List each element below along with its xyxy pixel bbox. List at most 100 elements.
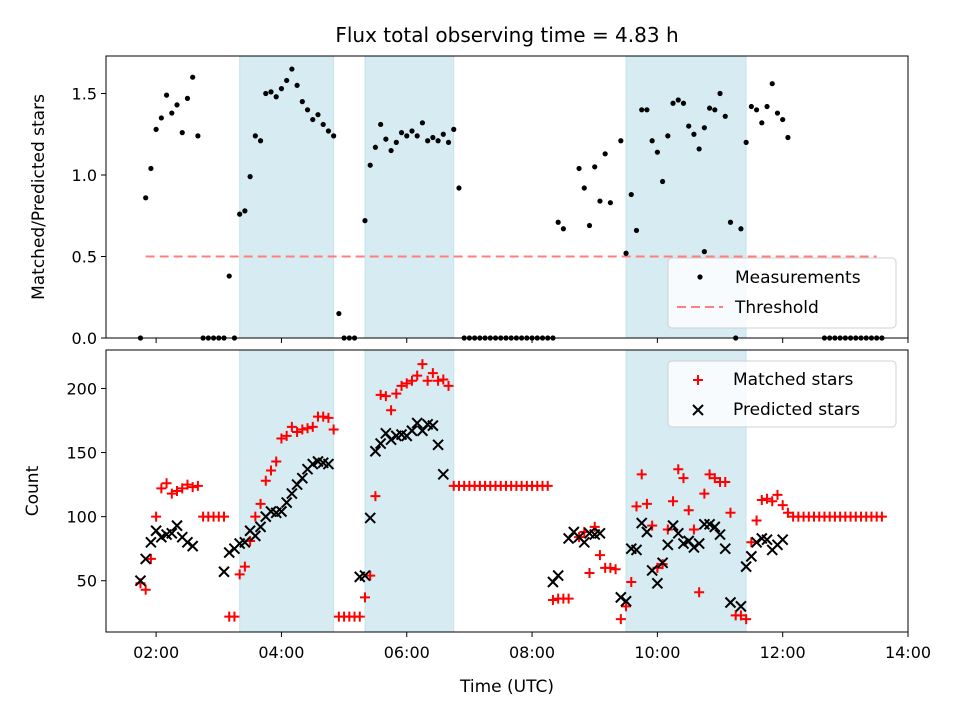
- measurement-point: [534, 335, 540, 341]
- measurement-point: [472, 335, 478, 341]
- matched-star-point: [354, 611, 365, 622]
- measurement-point: [325, 128, 332, 134]
- predicted-star-point: [709, 521, 721, 533]
- measurement-point: [398, 130, 405, 136]
- measurement-point: [701, 249, 707, 255]
- matched-star-point: [668, 496, 679, 507]
- measurement-point: [456, 185, 462, 191]
- measurement-point: [592, 164, 598, 170]
- measurement-point: [680, 100, 687, 106]
- measurement-point: [205, 335, 211, 341]
- measurement-point: [195, 133, 201, 139]
- measurement-point: [273, 94, 279, 100]
- matched-star-point: [709, 473, 720, 484]
- x-tick-label: 04:00: [258, 643, 304, 662]
- legend-predicted-label: Predicted stars: [733, 400, 860, 420]
- measurement-point: [644, 107, 650, 113]
- measurement-point: [717, 90, 723, 97]
- measurement-point: [659, 178, 666, 185]
- top-y-tick-label: 1.5: [72, 84, 97, 103]
- measurement-point: [701, 125, 707, 131]
- predicted-star-point: [672, 527, 684, 540]
- matched-star-point: [140, 584, 151, 595]
- predicted-star-point: [594, 527, 606, 540]
- measurement-point: [759, 120, 765, 126]
- predicted-star-point: [374, 437, 387, 450]
- bottom-shaded-interval: [239, 349, 335, 633]
- top-y-axis-label: Matched/Predicted stars: [29, 94, 49, 300]
- matched-star-point: [782, 507, 793, 518]
- measurement-point: [686, 123, 692, 129]
- measurement-point: [247, 174, 253, 180]
- measurement-point: [299, 99, 305, 105]
- matched-star-point: [427, 368, 438, 379]
- matched-star-point: [605, 562, 616, 573]
- measurement-point: [832, 335, 838, 341]
- bottom-y-tick-label: 50: [77, 572, 97, 591]
- measurement-point: [691, 131, 697, 137]
- predicted-star-point: [134, 575, 147, 587]
- measurement-point: [576, 165, 582, 172]
- matched-star-point: [542, 480, 553, 491]
- measurement-point: [409, 128, 415, 134]
- matched-star-point: [292, 427, 303, 438]
- measurement-point: [210, 335, 217, 341]
- predicted-star-point: [364, 512, 376, 524]
- matched-star-point: [166, 488, 177, 499]
- measurement-point: [524, 335, 530, 341]
- measurement-point: [158, 115, 164, 121]
- matched-star-point: [328, 424, 339, 435]
- predicted-star-point: [359, 569, 371, 582]
- measurement-point: [513, 335, 519, 341]
- matched-star-point: [151, 511, 162, 522]
- measurement-point: [190, 74, 196, 80]
- measurement-point: [284, 77, 290, 84]
- matched-star-point: [772, 489, 783, 500]
- matched-star-point: [631, 501, 642, 512]
- measurement-point: [163, 92, 170, 98]
- measurement-point: [461, 335, 467, 341]
- measurement-point: [315, 112, 321, 118]
- predicted-star-point: [641, 526, 653, 538]
- predicted-star-point: [218, 566, 230, 578]
- measurement-point: [200, 335, 206, 341]
- measurement-point: [560, 226, 566, 232]
- measurement-point: [764, 103, 770, 110]
- predicted-star-point: [667, 519, 679, 532]
- predicted-star-point: [166, 527, 178, 540]
- measurement-point: [378, 121, 384, 128]
- measurement-point: [785, 134, 791, 141]
- measurement-point: [539, 335, 546, 341]
- matched-star-point: [229, 611, 240, 622]
- top-legend: [667, 257, 897, 329]
- matched-star-point: [563, 593, 574, 604]
- matched-star-point: [265, 465, 276, 476]
- measurement-point: [487, 335, 493, 341]
- measurement-point: [602, 151, 608, 157]
- x-tick-label: 08:00: [509, 643, 555, 662]
- x-tick-label: 14:00: [885, 643, 931, 662]
- measurement-point: [351, 335, 358, 341]
- predicted-star-point: [427, 419, 439, 432]
- predicted-star-point: [275, 505, 288, 518]
- top-y-tick-label: 1.0: [72, 166, 97, 185]
- matched-star-point: [647, 520, 658, 531]
- measurement-point: [492, 335, 499, 341]
- matched-star-point: [307, 421, 318, 432]
- measurement-point: [278, 86, 285, 92]
- matched-star-point: [391, 388, 402, 399]
- measurement-point: [320, 121, 326, 128]
- matched-star-point: [370, 491, 381, 502]
- matched-star-point: [735, 610, 746, 621]
- matched-star-point: [182, 479, 193, 490]
- predicted-star-point: [698, 518, 711, 531]
- bottom-legend: [667, 360, 897, 428]
- matched-star-point: [621, 601, 632, 612]
- matched-star-point: [281, 430, 292, 441]
- matched-star-point: [673, 464, 684, 475]
- measurement-point: [774, 110, 781, 116]
- measurement-point: [879, 335, 885, 341]
- measurement-point: [216, 335, 222, 341]
- measurement-point: [753, 107, 760, 113]
- matched-star-point: [302, 423, 313, 434]
